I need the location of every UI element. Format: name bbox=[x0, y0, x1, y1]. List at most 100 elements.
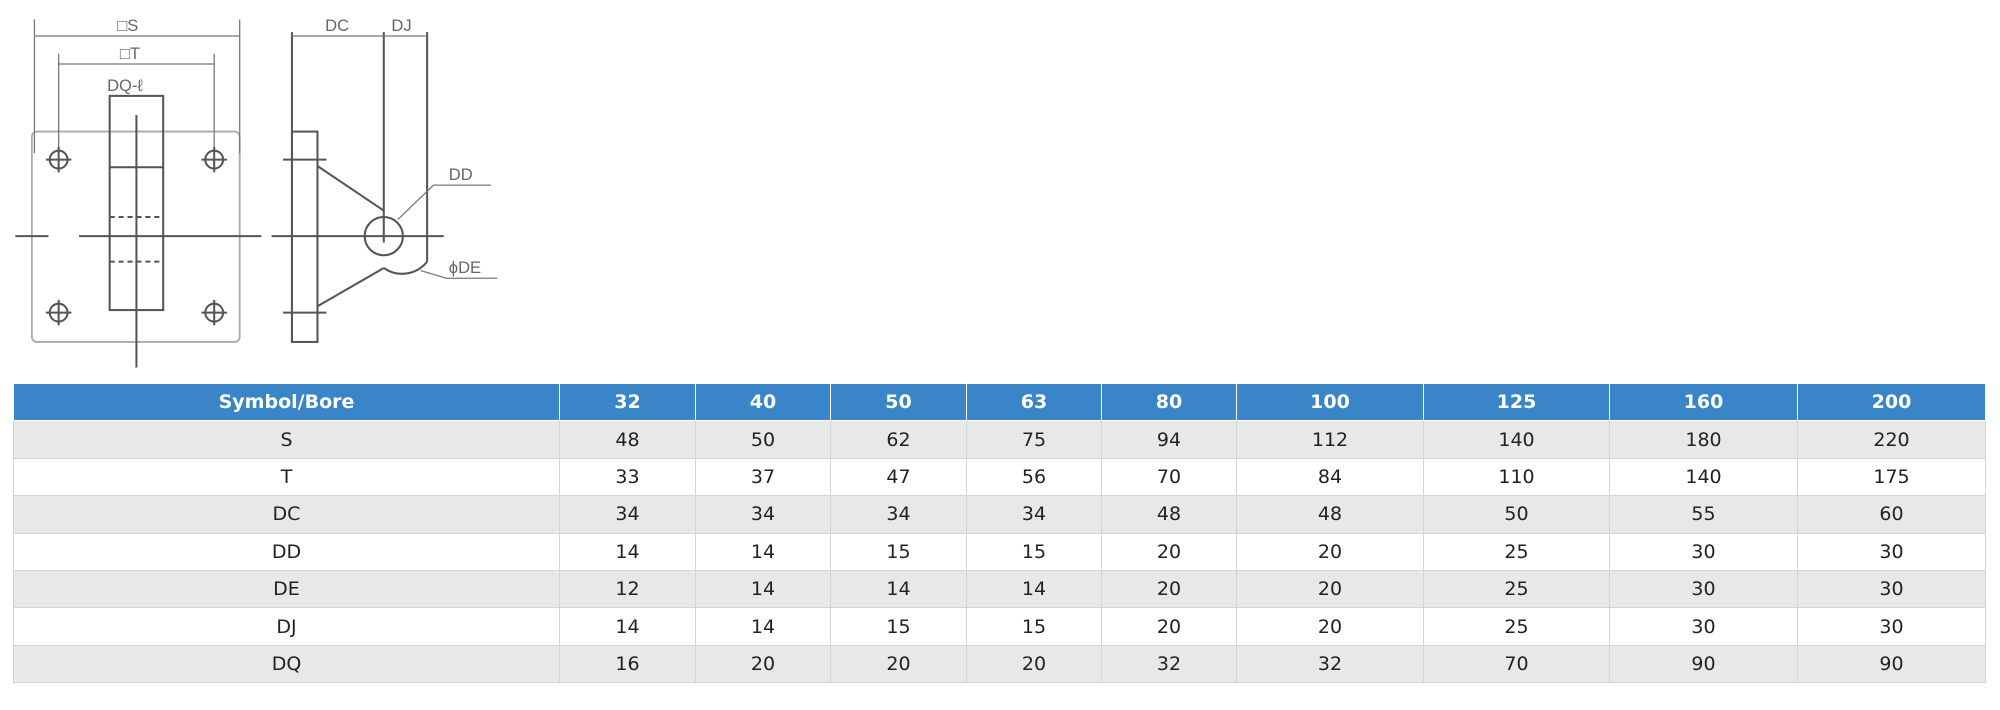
value-cell: 32 bbox=[1236, 644, 1424, 684]
header-cell: 80 bbox=[1101, 382, 1237, 422]
value-cell: 48 bbox=[1236, 495, 1424, 534]
value-cell: 37 bbox=[695, 457, 831, 497]
label-t: □T bbox=[120, 44, 140, 63]
table-row: DJ 14 14 15 15 20 20 25 30 30 bbox=[13, 607, 1986, 646]
value-cell: 14 bbox=[695, 607, 831, 646]
header-cell: 40 bbox=[695, 382, 831, 422]
value-cell: 20 bbox=[830, 644, 967, 684]
value-cell: 30 bbox=[1797, 569, 1986, 609]
header-cell: 63 bbox=[966, 382, 1102, 422]
value-cell: 14 bbox=[966, 569, 1102, 609]
dimension-table: Symbol/Bore 32 40 50 63 80 100 125 160 200 S 48 50 6… bbox=[13, 382, 1986, 684]
value-cell: 56 bbox=[966, 457, 1102, 497]
value-cell: 20 bbox=[1236, 532, 1424, 571]
symbol-cell: DJ bbox=[13, 607, 560, 646]
symbol-cell: T bbox=[13, 457, 560, 497]
symbol-cell: DC bbox=[13, 495, 560, 534]
value-cell: 175 bbox=[1797, 457, 1986, 497]
table-body: S 48 50 62 75 94 112 140 180 220 T 33 37 47 56 70 84 110 1… bbox=[13, 420, 1986, 684]
value-cell: 15 bbox=[830, 607, 967, 646]
value-cell: 90 bbox=[1797, 644, 1986, 684]
value-cell: 15 bbox=[966, 607, 1102, 646]
header-cell: 32 bbox=[559, 382, 696, 422]
value-cell: 48 bbox=[559, 420, 696, 459]
value-cell: 20 bbox=[1101, 607, 1237, 646]
value-cell: 20 bbox=[1236, 607, 1424, 646]
value-cell: 180 bbox=[1609, 420, 1798, 459]
header-cell: Symbol/Bore bbox=[13, 382, 560, 422]
value-cell: 30 bbox=[1609, 569, 1798, 609]
value-cell: 30 bbox=[1609, 532, 1798, 571]
value-cell: 14 bbox=[559, 532, 696, 571]
value-cell: 34 bbox=[559, 495, 696, 534]
value-cell: 20 bbox=[1236, 569, 1424, 609]
value-cell: 62 bbox=[830, 420, 967, 459]
header-cell: 160 bbox=[1609, 382, 1798, 422]
table-row: DE 12 14 14 14 20 20 25 30 30 bbox=[13, 569, 1986, 609]
value-cell: 50 bbox=[695, 420, 831, 459]
label-dj: DJ bbox=[391, 16, 411, 35]
value-cell: 50 bbox=[1423, 495, 1610, 534]
value-cell: 15 bbox=[830, 532, 967, 571]
value-cell: 32 bbox=[1101, 644, 1237, 684]
bracket-drawing: □S □T DQ-ℓ DC DJ DD ϕDE bbox=[15, 16, 498, 368]
value-cell: 47 bbox=[830, 457, 967, 497]
value-cell: 30 bbox=[1609, 607, 1798, 646]
value-cell: 14 bbox=[830, 569, 967, 609]
value-cell: 20 bbox=[695, 644, 831, 684]
label-de: ϕDE bbox=[449, 258, 481, 277]
value-cell: 30 bbox=[1797, 532, 1986, 571]
value-cell: 112 bbox=[1236, 420, 1424, 459]
table-row: DD 14 14 15 15 20 20 25 30 30 bbox=[13, 532, 1986, 571]
header-cell: 100 bbox=[1236, 382, 1424, 422]
symbol-cell: S bbox=[13, 420, 560, 459]
label-s: □S bbox=[117, 16, 138, 35]
table-row: T 33 37 47 56 70 84 110 140 175 bbox=[13, 457, 1986, 497]
header-cell: 125 bbox=[1423, 382, 1610, 422]
value-cell: 140 bbox=[1609, 457, 1798, 497]
value-cell: 55 bbox=[1609, 495, 1798, 534]
value-cell: 14 bbox=[695, 532, 831, 571]
header-cell: 50 bbox=[830, 382, 967, 422]
value-cell: 33 bbox=[559, 457, 696, 497]
table-row: DC 34 34 34 34 48 48 50 55 60 bbox=[13, 495, 1986, 534]
value-cell: 110 bbox=[1423, 457, 1610, 497]
value-cell: 14 bbox=[695, 569, 831, 609]
symbol-cell: DQ bbox=[13, 644, 560, 684]
symbol-cell: DE bbox=[13, 569, 560, 609]
value-cell: 15 bbox=[966, 532, 1102, 571]
symbol-cell: DD bbox=[13, 532, 560, 571]
value-cell: 84 bbox=[1236, 457, 1424, 497]
value-cell: 20 bbox=[966, 644, 1102, 684]
value-cell: 220 bbox=[1797, 420, 1986, 459]
value-cell: 16 bbox=[559, 644, 696, 684]
value-cell: 25 bbox=[1423, 532, 1610, 571]
value-cell: 34 bbox=[695, 495, 831, 534]
table-row: S 48 50 62 75 94 112 140 180 220 bbox=[13, 420, 1986, 459]
label-dc: DC bbox=[325, 16, 349, 35]
value-cell: 75 bbox=[966, 420, 1102, 459]
value-cell: 90 bbox=[1609, 644, 1798, 684]
value-cell: 94 bbox=[1101, 420, 1237, 459]
value-cell: 70 bbox=[1423, 644, 1610, 684]
value-cell: 34 bbox=[966, 495, 1102, 534]
value-cell: 60 bbox=[1797, 495, 1986, 534]
value-cell: 34 bbox=[830, 495, 967, 534]
label-dd: DD bbox=[449, 165, 473, 184]
value-cell: 25 bbox=[1423, 607, 1610, 646]
value-cell: 140 bbox=[1423, 420, 1610, 459]
value-cell: 20 bbox=[1101, 532, 1237, 571]
header-row: Symbol/Bore 32 40 50 63 80 100 125 160 200 bbox=[13, 382, 1986, 422]
value-cell: 30 bbox=[1797, 607, 1986, 646]
value-cell: 14 bbox=[559, 607, 696, 646]
value-cell: 12 bbox=[559, 569, 696, 609]
value-cell: 25 bbox=[1423, 569, 1610, 609]
value-cell: 20 bbox=[1101, 569, 1237, 609]
header-cell: 200 bbox=[1797, 382, 1986, 422]
value-cell: 48 bbox=[1101, 495, 1237, 534]
label-dq: DQ-ℓ bbox=[107, 76, 143, 95]
value-cell: 70 bbox=[1101, 457, 1237, 497]
table-row: DQ 16 20 20 20 32 32 70 90 90 bbox=[13, 644, 1986, 684]
